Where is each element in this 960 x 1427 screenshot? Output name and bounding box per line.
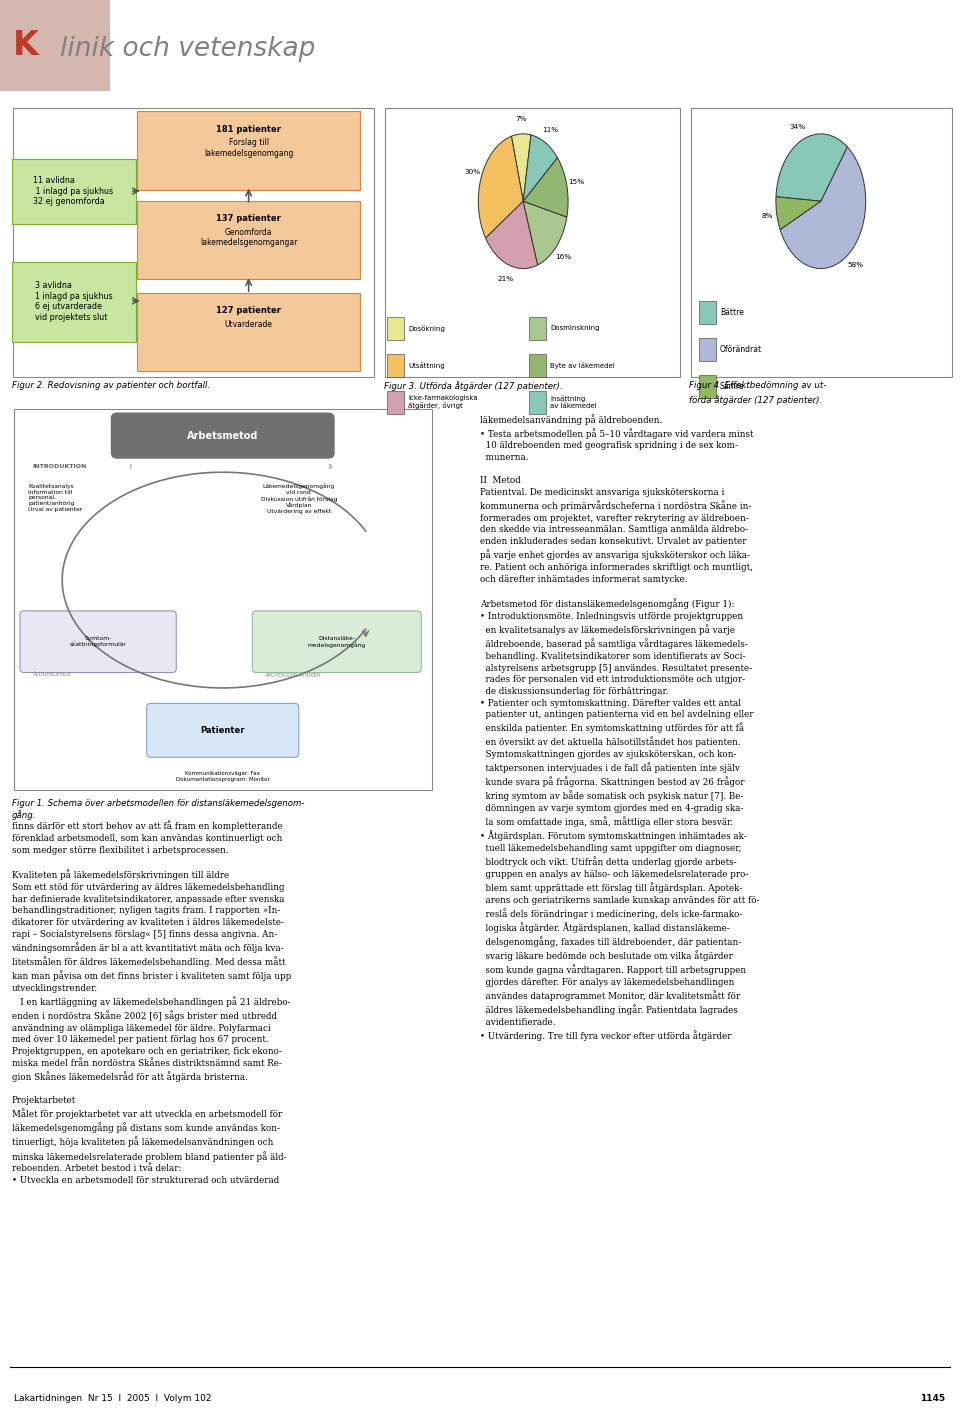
Text: Dosminskning: Dosminskning xyxy=(550,325,600,331)
Text: Sämre: Sämre xyxy=(720,382,745,391)
Text: Symtom-
skattningsformulär: Symtom- skattningsformulär xyxy=(70,636,127,646)
Text: 15%: 15% xyxy=(568,180,585,186)
Text: Icke-farmakologiska
âtgärder, övrigt: Icke-farmakologiska âtgärder, övrigt xyxy=(408,395,478,410)
Text: 3 avlidna
1 inlagd pa sjukhus
6 ej utvarderade
vid projektets slut: 3 avlidna 1 inlagd pa sjukhus 6 ej utvar… xyxy=(35,281,112,321)
Text: förda åtgärder (127 patienter).: förda åtgärder (127 patienter). xyxy=(689,395,823,405)
Text: Figur 2. Redovisning av patienter och bortfall.: Figur 2. Redovisning av patienter och bo… xyxy=(12,381,209,390)
Text: 21%: 21% xyxy=(497,275,514,283)
Text: Bättre: Bättre xyxy=(720,308,744,317)
Text: 11 avlidna
 1 inlagd pa sjukhus
32 ej genomforda: 11 avlidna 1 inlagd pa sjukhus 32 ej gen… xyxy=(34,176,113,205)
Text: Oförändrat: Oförändrat xyxy=(720,345,762,354)
Text: Figur 1. Schema över arbetsmodellen för distansläkemedelsgenom-
gång.: Figur 1. Schema över arbetsmodellen för … xyxy=(12,799,304,819)
Text: 7%: 7% xyxy=(515,116,526,123)
Text: Dosökning: Dosökning xyxy=(408,325,444,331)
Text: K: K xyxy=(12,29,38,63)
FancyBboxPatch shape xyxy=(147,704,299,758)
FancyBboxPatch shape xyxy=(12,158,135,224)
FancyBboxPatch shape xyxy=(386,108,680,377)
Wedge shape xyxy=(776,197,821,230)
FancyBboxPatch shape xyxy=(20,611,177,672)
Wedge shape xyxy=(523,157,568,217)
FancyBboxPatch shape xyxy=(12,261,135,341)
FancyBboxPatch shape xyxy=(690,108,952,377)
Text: 16%: 16% xyxy=(556,254,572,260)
Wedge shape xyxy=(478,136,523,238)
Text: ÄLDREBOENDE: ÄLDREBOENDE xyxy=(33,672,72,678)
Text: Figur 4. Effektbedömning av ut-: Figur 4. Effektbedömning av ut- xyxy=(689,381,827,390)
Text: Läkemedelsgenomgång
vid rond
Diskussion utifrån förslag
Vårdplan
Utvärdering av : Läkemedelsgenomgång vid rond Diskussion … xyxy=(260,484,337,514)
Text: 127 patienter: 127 patienter xyxy=(216,307,281,315)
Wedge shape xyxy=(486,201,538,268)
Wedge shape xyxy=(512,134,531,201)
Wedge shape xyxy=(523,201,566,265)
Text: Byte av läkemedel: Byte av läkemedel xyxy=(550,362,614,368)
Text: 34%: 34% xyxy=(789,124,805,130)
Text: Distansläke-
medelsgenomgång: Distansläke- medelsgenomgång xyxy=(307,636,366,648)
Text: Kvalitetsanalys
Information till
personal,
patient/anhörig
Urval av patienter: Kvalitetsanalys Information till persona… xyxy=(29,484,83,512)
FancyBboxPatch shape xyxy=(13,108,374,377)
Wedge shape xyxy=(523,136,558,201)
Text: 58%: 58% xyxy=(848,261,864,268)
FancyBboxPatch shape xyxy=(137,293,360,371)
Text: 1145: 1145 xyxy=(921,1394,946,1403)
Text: Patienter: Patienter xyxy=(201,726,245,735)
Wedge shape xyxy=(776,134,848,201)
Text: Figur 3. Utförda åtgärder (127 patienter).: Figur 3. Utförda åtgärder (127 patienter… xyxy=(384,381,563,391)
Text: Arbetsmetod: Arbetsmetod xyxy=(187,431,258,441)
Text: Lakartidningen  Nr 15  I  2005  I  Volym 102: Lakartidningen Nr 15 I 2005 I Volym 102 xyxy=(14,1394,212,1403)
FancyBboxPatch shape xyxy=(0,0,110,91)
Text: 181 patienter: 181 patienter xyxy=(216,124,281,134)
FancyBboxPatch shape xyxy=(110,412,335,458)
Text: APOTEK/GERIATRIKER: APOTEK/GERIATRIKER xyxy=(265,672,322,678)
Text: Insättning
av läkemedel: Insättning av läkemedel xyxy=(550,395,597,410)
FancyBboxPatch shape xyxy=(137,111,360,190)
Text: läkemedelsanvändning på äldreboenden.
• Testa arbetsmodellen på 5–10 vårdtagare : läkemedelsanvändning på äldreboenden. • … xyxy=(480,414,759,1040)
Text: 8%: 8% xyxy=(761,213,773,220)
Text: 30%: 30% xyxy=(464,168,480,176)
FancyBboxPatch shape xyxy=(137,201,360,280)
Text: finns därför ett stort behov av att få fram en kompletterande
förenklad arbetsmo: finns därför ett stort behov av att få f… xyxy=(12,821,291,1184)
FancyBboxPatch shape xyxy=(252,611,421,672)
Text: INTRODUKTION: INTRODUKTION xyxy=(33,465,87,469)
Text: I: I xyxy=(130,465,132,471)
Text: Forslag till
lakemedelsgenomgang: Forslag till lakemedelsgenomgang xyxy=(204,138,294,157)
Text: 137 patienter: 137 patienter xyxy=(216,214,281,223)
Text: Kommunikationsvägar: Fax
Dokumentationsprogram: Monitor: Kommunikationsvägar: Fax Dokumentationsp… xyxy=(176,771,270,782)
FancyBboxPatch shape xyxy=(13,408,432,791)
Text: Genomforda
lakemedelsgenomgangar: Genomforda lakemedelsgenomgangar xyxy=(200,228,298,247)
Wedge shape xyxy=(780,147,866,268)
Text: Utsättning: Utsättning xyxy=(408,362,444,368)
Text: Utvarderade: Utvarderade xyxy=(225,320,273,328)
Text: 11%: 11% xyxy=(542,127,559,133)
Text: II: II xyxy=(328,465,332,471)
Text: linik och vetenskap: linik och vetenskap xyxy=(60,36,316,63)
